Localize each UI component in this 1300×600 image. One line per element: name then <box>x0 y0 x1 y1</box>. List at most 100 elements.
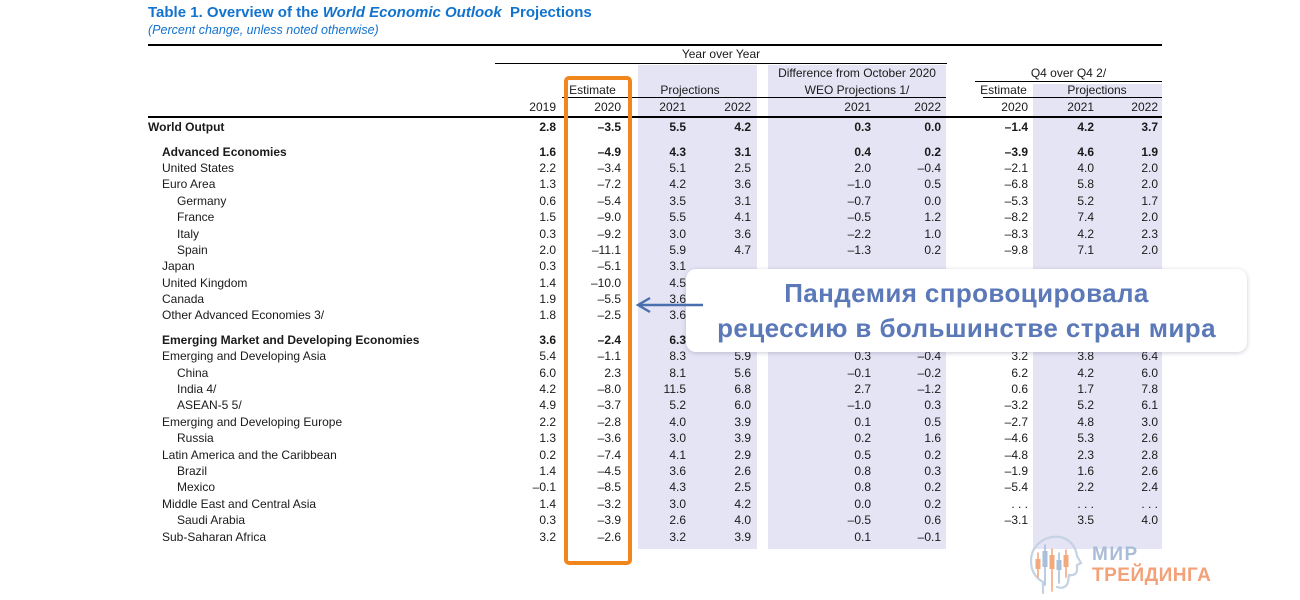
value-cell: 2.0 <box>1141 210 1158 225</box>
value-cell: 4.1 <box>669 447 686 462</box>
value-cell: 0.2 <box>539 447 556 462</box>
value-cell: 4.2 <box>669 177 686 192</box>
value-cell: 1.3 <box>539 431 556 446</box>
annotation-callout: Пандемия спровоцировала рецессию в больш… <box>686 269 1247 352</box>
value-cell: 0.3 <box>854 120 871 135</box>
value-cell: 2.0 <box>1141 242 1158 257</box>
rule-under-year-over-year <box>495 63 947 64</box>
value-cell: 0.1 <box>854 414 871 429</box>
col-header-year-over-year: Year over Year <box>681 47 761 61</box>
row-label: Japan <box>162 259 195 274</box>
value-cell: 4.2 <box>734 496 751 511</box>
value-cell: 0.8 <box>854 464 871 478</box>
value-cell: 1.7 <box>1077 382 1094 397</box>
table-row: Mexico –0.1 –8.5 4.3 2.5 0.8 0.2 –5.4 2.2 2.4 <box>148 479 1162 495</box>
value-cell: 3.0 <box>1141 414 1158 429</box>
value-cell: 3.1 <box>734 144 751 159</box>
col-header-estimate: Estimate <box>569 83 616 97</box>
value-cell: 0.8 <box>854 480 871 495</box>
value-cell: –8.5 <box>597 480 621 495</box>
value-cell: 0.3 <box>539 226 556 241</box>
value-cell: 0.5 <box>924 414 941 429</box>
value-cell: 4.2 <box>1077 120 1094 135</box>
value-cell: 0.2 <box>924 496 941 511</box>
value-cell: 5.8 <box>1077 177 1094 192</box>
value-cell: 3.6 <box>734 177 751 192</box>
title-prefix: Table 1. Overview of the <box>148 4 323 21</box>
value-cell: 1.5 <box>539 210 556 225</box>
value-cell: –0.1 <box>847 365 871 380</box>
value-cell: –2.8 <box>597 414 621 429</box>
value-cell: 6.0 <box>539 365 556 380</box>
row-label: Germany <box>177 193 227 208</box>
row-label: Emerging and Developing Europe <box>162 414 343 429</box>
value-cell: 2.6 <box>1141 464 1158 478</box>
table-row: India 4/4.2 –8.0 11.5 6.8 2.7 –1.2 0.6 1.7 7.8 <box>148 381 1162 397</box>
row-label: Italy <box>177 226 200 241</box>
value-cell: 1.9 <box>539 292 556 307</box>
table-row: 2019 2020 2021 2022 2021 2022 2020 2021 2022 <box>148 99 1162 115</box>
value-cell: 3.0 <box>669 496 686 511</box>
row-label: Emerging and Developing Asia <box>162 349 327 364</box>
value-cell: –0.5 <box>847 210 871 225</box>
row-label: China <box>177 365 209 380</box>
value-cell: 0.2 <box>924 447 941 462</box>
value-cell: 2.2 <box>539 160 556 175</box>
value-cell: 4.7 <box>734 242 751 257</box>
value-cell: 0.2 <box>924 144 941 159</box>
row-label: ASEAN-5 5/ <box>177 398 242 413</box>
col-header-difference-line2: WEO Projections 1/ <box>804 83 910 97</box>
value-cell: 0.3 <box>854 349 871 364</box>
value-cell: 3.6 <box>669 464 686 478</box>
table-body: World Output 2.8 –3.5 5.5 4.2 0.3 0.0 –1.4 4.2 3.… <box>148 119 1162 545</box>
value-cell: 6.0 <box>734 398 751 413</box>
value-cell: 2.6 <box>669 513 686 528</box>
value-cell: 0.4 <box>854 144 871 159</box>
value-cell: 4.2 <box>734 120 751 135</box>
value-cell: –2.1 <box>1004 160 1028 175</box>
value-cell: –8.2 <box>1004 210 1028 225</box>
value-cell: . . . <box>1141 496 1158 511</box>
table-row: Euro Area 1.3 –7.2 4.2 3.6 –1.0 0.5 –6.8 5.8 2.0 <box>148 176 1162 192</box>
value-cell: 2022 <box>1131 100 1158 115</box>
value-cell: –1.0 <box>847 398 871 413</box>
value-cell: 1.8 <box>539 308 556 323</box>
value-cell: 2021 <box>659 100 686 115</box>
value-cell: –1.3 <box>847 242 871 257</box>
value-cell: –1.1 <box>597 349 621 364</box>
value-cell: 3.6 <box>669 308 686 323</box>
value-cell: 2.4 <box>1141 480 1158 495</box>
value-cell: –5.3 <box>1004 193 1028 208</box>
value-cell: 2.2 <box>1077 480 1094 495</box>
logo-head-icon <box>1029 535 1083 595</box>
value-cell: 3.5 <box>1077 513 1094 528</box>
value-cell: –5.1 <box>597 259 621 274</box>
value-cell: 0.1 <box>854 529 871 544</box>
row-label: India 4/ <box>177 382 217 397</box>
value-cell: 5.1 <box>669 160 686 175</box>
value-cell: 5.2 <box>1077 398 1094 413</box>
value-cell: 3.6 <box>734 226 751 241</box>
value-cell: –9.8 <box>1004 242 1028 257</box>
value-cell: 2021 <box>1067 100 1094 115</box>
value-cell: 0.2 <box>924 242 941 257</box>
table-row: World Output 2.8 –3.5 5.5 4.2 0.3 0.0 –1.4 4.2 3.… <box>148 119 1162 135</box>
table-row: Canada 1.9 –5.5 3.6 <box>148 291 1162 307</box>
row-label: Canada <box>162 292 205 307</box>
highlight-2020-column-box <box>564 76 632 565</box>
left-arrow-icon <box>635 296 703 314</box>
value-cell: 3.7 <box>1141 120 1158 135</box>
table-row: Middle East and Central Asia 1.4 –3.2 3.0 4.… <box>148 496 1162 512</box>
row-label: Advanced Economies <box>162 144 287 159</box>
value-cell: –3.7 <box>597 398 621 413</box>
value-cell: 4.5 <box>669 275 686 290</box>
mir-trading-logo: МИР ТРЕЙДИНГА <box>1024 533 1211 597</box>
table-row: Emerging and Developing Asia 5.4 –1.1 8.3 5.… <box>148 348 1162 364</box>
row-label: Latin America and the Caribbean <box>162 447 337 462</box>
value-cell: 6.8 <box>734 382 751 397</box>
value-cell: 5.9 <box>734 349 751 364</box>
value-cell: –5.4 <box>597 193 621 208</box>
value-cell: 2.0 <box>539 242 556 257</box>
value-cell: 5.3 <box>1077 431 1094 446</box>
row-label: France <box>177 210 215 225</box>
